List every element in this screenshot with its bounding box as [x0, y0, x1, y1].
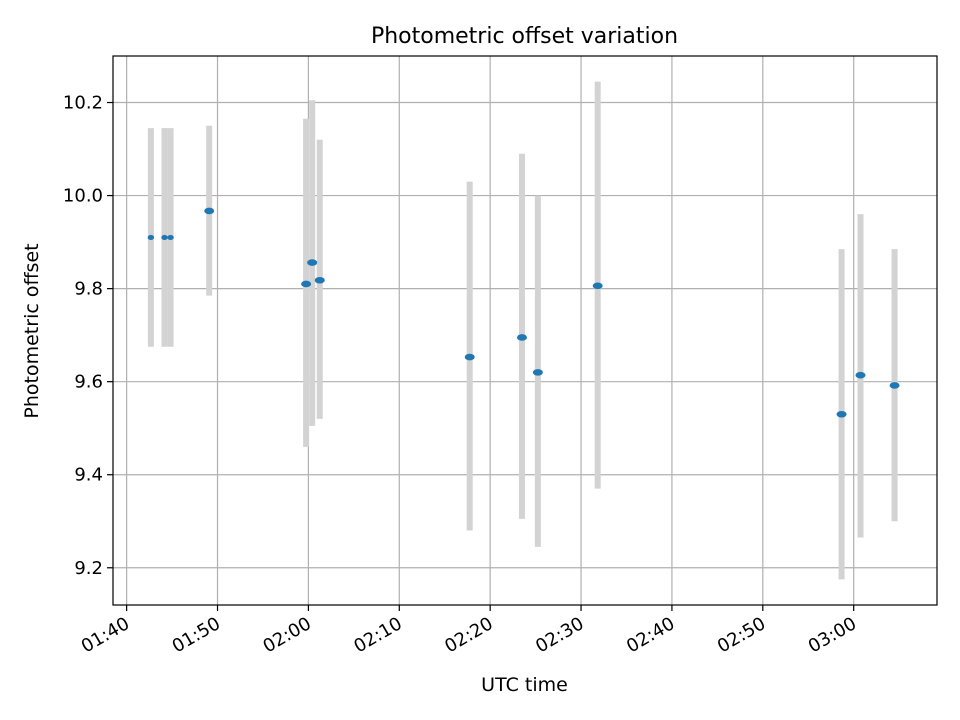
data-points	[147, 207, 900, 418]
y-tick-label: 9.4	[74, 465, 103, 486]
plot-frame	[112, 55, 938, 606]
y-axis-ticks: 9.2 9.4 9.6 9.8 10.0 10.2	[63, 93, 113, 579]
data-point	[592, 282, 603, 290]
y-tick-label: 10.0	[63, 186, 103, 207]
data-point	[161, 234, 168, 241]
data-point	[889, 382, 900, 389]
y-tick-label: 9.2	[74, 558, 103, 579]
data-point	[836, 410, 847, 418]
data-point	[516, 334, 527, 341]
y-axis-label: Photometric offset	[21, 243, 43, 418]
grid	[113, 56, 937, 605]
data-point	[167, 234, 174, 241]
data-point	[204, 207, 215, 215]
y-tick-label: 9.6	[74, 372, 103, 393]
data-point	[301, 280, 312, 288]
y-tick-label: 10.2	[63, 93, 103, 114]
data-point	[464, 353, 475, 361]
data-point	[314, 276, 325, 284]
data-point	[855, 371, 866, 379]
data-point	[147, 234, 155, 241]
chart-title: Photometric offset variation	[371, 24, 678, 49]
x-axis-label: UTC time	[481, 674, 568, 696]
data-point	[532, 369, 543, 376]
y-tick-label: 9.8	[74, 279, 103, 300]
data-point	[307, 259, 318, 266]
